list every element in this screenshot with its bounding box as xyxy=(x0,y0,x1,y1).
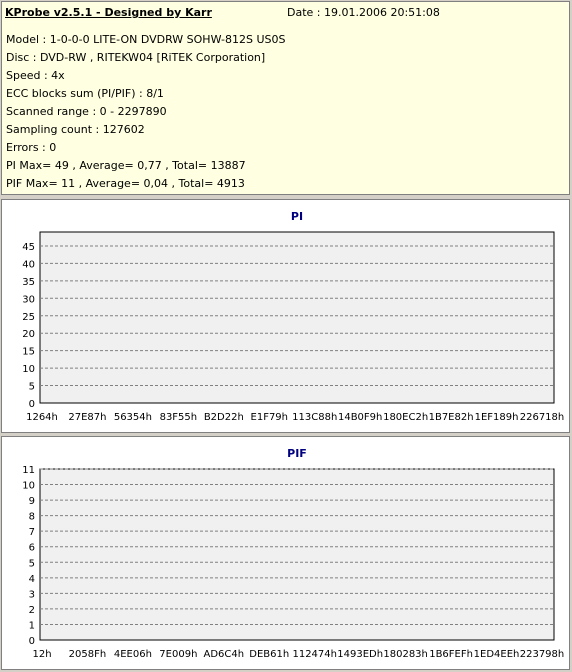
y-tick-label: 3 xyxy=(29,589,35,600)
y-tick-label: 0 xyxy=(29,399,35,410)
pi-chart-panel: PI 0 5 10 15 20 25 30 35 40 45 1264h 27E87h 56354h 83F… xyxy=(1,199,570,433)
x-tick-label: 180283h xyxy=(383,649,428,660)
x-tick-label: 112474h xyxy=(292,649,337,660)
y-tick-label: 10 xyxy=(22,364,35,375)
y-tick-label: 11 xyxy=(22,465,35,476)
x-tick-label: 56354h xyxy=(114,412,152,423)
info-line: Speed : 4x xyxy=(6,69,65,82)
scan-date: Date : 19.01.2006 20:51:08 xyxy=(287,6,440,19)
x-tick-label: 1B7E82h xyxy=(429,412,474,423)
chart-title: PI xyxy=(291,210,303,223)
x-tick-label: 14B0F9h xyxy=(338,412,382,423)
x-tick-label: E1F79h xyxy=(251,412,289,423)
y-tick-label: 25 xyxy=(22,312,35,323)
x-tick-label: 113C88h xyxy=(292,412,337,423)
y-tick-label: 6 xyxy=(29,543,35,554)
x-tick-label: 4EE06h xyxy=(114,649,152,660)
y-tick-label: 2 xyxy=(29,605,35,616)
info-line: PI Max= 49 , Average= 0,77 , Total= 1388… xyxy=(6,159,246,172)
info-line: Disc : DVD-RW , RITEKW04 [RiTEK Corporat… xyxy=(6,51,266,64)
plot-area xyxy=(39,231,555,404)
y-tick-label: 4 xyxy=(29,574,35,585)
pif-chart-panel: PIF 0 1 2 3 4 5 6 7 8 9 10 11 12h 2058Fh 4EE06h 7E009h AD… xyxy=(1,436,570,670)
x-tick-label: 180EC2h xyxy=(383,412,428,423)
y-tick-label: 10 xyxy=(22,481,35,492)
y-tick-label: 8 xyxy=(29,512,35,523)
x-tick-label: 1ED4EEh xyxy=(474,649,520,660)
x-tick-label: 1EF189h xyxy=(475,412,519,423)
y-tick-label: 9 xyxy=(29,496,35,507)
plot-area xyxy=(39,468,555,641)
info-line: Sampling count : 127602 xyxy=(6,123,145,136)
pi-chart: PI 0 5 10 15 20 25 30 35 40 45 1264h 27E87h 56354h 83F… xyxy=(22,210,565,423)
info-line: Errors : 0 xyxy=(6,141,57,154)
x-tick-label: 226718h xyxy=(520,412,565,423)
x-tick-label: 7E009h xyxy=(159,649,197,660)
x-tick-label: DEB61h xyxy=(249,649,289,660)
y-tick-label: 0 xyxy=(29,636,35,647)
y-tick-label: 15 xyxy=(22,347,35,358)
y-tick-label: 1 xyxy=(29,620,35,631)
y-tick-label: 35 xyxy=(22,277,35,288)
x-tick-label: 83F55h xyxy=(160,412,198,423)
y-tick-label: 7 xyxy=(29,527,35,538)
info-line: ECC blocks sum (PI/PIF) : 8/1 xyxy=(6,87,164,100)
x-tick-label: 12h xyxy=(32,649,51,660)
y-tick-label: 30 xyxy=(22,294,35,305)
chart-title: PIF xyxy=(287,447,307,460)
x-tick-label: AD6C4h xyxy=(204,649,245,660)
info-panel: KProbe v2.5.1 - Designed by Karr Date : … xyxy=(1,1,570,195)
pif-chart: PIF 0 1 2 3 4 5 6 7 8 9 10 11 12h 2058Fh 4EE06h 7E009h AD… xyxy=(22,447,565,660)
y-tick-label: 40 xyxy=(22,259,35,270)
y-tick-label: 45 xyxy=(22,242,35,253)
x-tick-label: 223798h xyxy=(520,649,565,660)
y-tick-label: 5 xyxy=(29,382,35,393)
info-line: Model : 1-0-0-0 LITE-ON DVDRW SOHW-812S … xyxy=(6,33,286,46)
info-line: PIF Max= 11 , Average= 0,04 , Total= 491… xyxy=(6,177,245,190)
app-title: KProbe v2.5.1 - Designed by Karr xyxy=(5,6,212,19)
x-tick-label: 2058Fh xyxy=(69,649,107,660)
x-tick-label: 1493EDh xyxy=(337,649,383,660)
x-tick-label: B2D22h xyxy=(204,412,244,423)
x-tick-label: 1264h xyxy=(26,412,58,423)
info-line: Scanned range : 0 - 2297890 xyxy=(6,105,167,118)
y-tick-label: 20 xyxy=(22,329,35,340)
x-tick-label: 1B6FEFh xyxy=(429,649,473,660)
x-tick-label: 27E87h xyxy=(68,412,106,423)
y-tick-label: 5 xyxy=(29,558,35,569)
